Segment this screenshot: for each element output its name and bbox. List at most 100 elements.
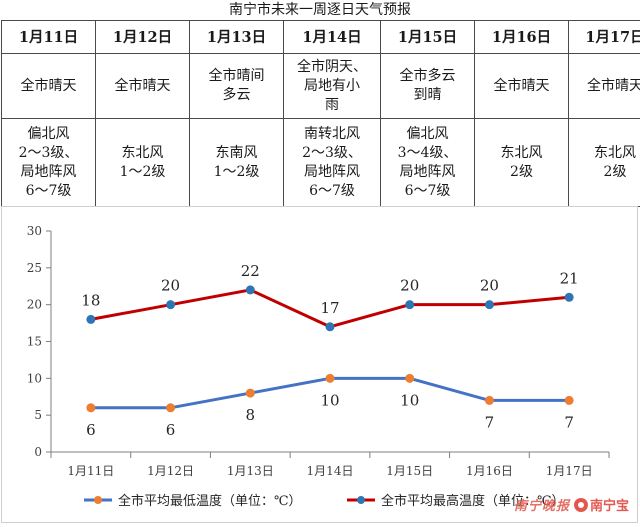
forecast-date-cell: 1月14日 — [283, 20, 381, 54]
low-temp-data-label: 10 — [320, 391, 339, 409]
wind-line: 局地阵风 — [304, 163, 360, 180]
forecast-weather-cell: 全市晴天 — [95, 53, 190, 119]
wind-line: 偏北风 — [27, 125, 70, 142]
low-temp-point — [86, 403, 96, 413]
wind-line: 局地阵风 — [20, 163, 77, 180]
watermark-logo: 南宁宝 — [573, 495, 629, 514]
low-temp-point — [325, 373, 335, 383]
legend-label: 全市平均最低温度（单位：℃） — [118, 493, 302, 509]
low-temp-data-label: 7 — [485, 413, 495, 431]
forecast-date-cell: 1月11日 — [1, 20, 96, 54]
weather-line: 全市阴天、 — [297, 58, 367, 75]
x-tick-label: 1月15日 — [386, 464, 433, 478]
wind-line: 2级 — [603, 163, 627, 180]
wind-line: 3～4级、 — [397, 144, 458, 161]
forecast-weather-cell: 全市晴间 多云 — [189, 53, 284, 119]
weather-line: 雨 — [325, 96, 339, 113]
x-tick-label: 1月11日 — [67, 464, 114, 478]
legend-marker — [94, 496, 102, 504]
high-temp-data-label: 18 — [81, 291, 100, 309]
y-tick-label: 10 — [27, 371, 42, 385]
y-tick-label: 30 — [27, 224, 42, 238]
watermark-script: 南宁晚报 — [513, 499, 570, 514]
high-temp-data-label: 22 — [241, 262, 260, 280]
high-temp-data-label: 20 — [161, 277, 180, 295]
weather-line: 全市多云 — [399, 68, 456, 84]
wind-row: 偏北风 2～3级、局地阵风 6～7级 东北风 1～2级 东南风 1～2级 南转北风 2～3级、局… — [1, 118, 640, 207]
wind-line: 偏北风 — [406, 125, 449, 142]
y-tick-label: 15 — [27, 335, 42, 349]
forecast-date-cell: 1月13日 — [189, 20, 284, 54]
forecast-wind-cell: 偏北风 2～3级、局地阵风 6～7级 — [1, 118, 96, 207]
y-tick-label: 25 — [27, 261, 42, 275]
logo-icon — [573, 497, 588, 512]
date-row: 1月11日 1月12日 1月13日 1月14日 1月15日 1月16日 1月17日 — [1, 20, 640, 54]
forecast-wind-cell: 偏北风 3～4级、局地阵风 6～7级 — [380, 118, 475, 207]
high-temp-data-label: 20 — [400, 277, 419, 295]
wind-line: 6～7级 — [25, 182, 72, 199]
wind-line: 6～7级 — [309, 182, 355, 199]
forecast-date-cell: 1月15日 — [380, 20, 475, 54]
low-temp-point — [564, 395, 574, 405]
high-temp-data-label: 17 — [320, 299, 339, 317]
wind-line: 东北风 — [594, 144, 636, 161]
low-temp-point — [245, 388, 255, 398]
forecast-weather-cell: 全市多云 到晴 — [380, 53, 475, 119]
wind-line: 南转北风 — [304, 125, 360, 142]
high-temp-data-label: 20 — [480, 277, 499, 295]
y-tick-label: 5 — [34, 408, 42, 422]
forecast-date-cell: 1月12日 — [95, 20, 190, 54]
forecast-wind-cell: 南转北风 2～3级、局地阵风 6～7级 — [283, 118, 381, 207]
wind-line: 2～3级、 — [18, 144, 79, 161]
high-temp-point — [325, 322, 335, 332]
weather-line: 到晴 — [413, 87, 442, 103]
high-temp-point — [86, 314, 96, 324]
weather-line: 多云 — [222, 87, 251, 103]
weather-line: 全市晴间 — [208, 68, 265, 84]
x-tick-label: 1月14日 — [307, 464, 354, 478]
wind-line: 1～2级 — [213, 163, 260, 180]
forecast-wind-cell: 东北风 2级 — [568, 118, 640, 207]
forecast-wind-cell: 东南风 1～2级 — [189, 118, 284, 207]
weather-line: 全市晴天 — [20, 77, 77, 94]
high-temp-point — [484, 300, 494, 310]
forecast-weather-cell: 全市阴天、 局地有小雨 — [283, 53, 381, 119]
wind-line: 2级 — [510, 163, 533, 180]
legend-marker — [357, 496, 365, 504]
wind-line: 东北风 — [500, 144, 543, 161]
high-temp-point — [405, 300, 415, 310]
legend-label: 全市平均最高温度（单位：℃） — [381, 493, 565, 509]
temperature-chart: 0 5 10 15 20 25 30 1月11日 1月12日 1月13日 1月14日 1月15日 1月1… — [1, 206, 638, 523]
wind-line: 东北风 — [121, 144, 164, 161]
forecast-weather-cell: 全市晴天 — [1, 53, 96, 119]
wind-line: 东南风 — [215, 144, 258, 161]
forecast-date-cell: 1月17日 — [568, 20, 640, 54]
low-temp-data-label: 8 — [246, 406, 256, 424]
forecast-wind-cell: 东北风 1～2级 — [95, 118, 190, 207]
x-tick-label: 1月12日 — [147, 464, 194, 478]
wind-line: 局地阵风 — [399, 163, 456, 180]
forecast-weather-cell: 全市晴天 — [568, 53, 640, 119]
wind-line: 6～7级 — [404, 182, 451, 199]
wind-line: 1～2级 — [119, 163, 166, 180]
weather-line: 全市晴天 — [587, 77, 640, 94]
forecast-date-cell: 1月16日 — [474, 20, 569, 54]
watermark-logo-text: 南宁宝 — [589, 499, 629, 514]
weather-line: 全市晴天 — [493, 77, 550, 94]
forecast-weather-cell: 全市晴天 — [474, 53, 569, 119]
low-temp-point — [484, 395, 494, 405]
x-tick-label: 1月16日 — [466, 464, 513, 478]
low-temp-data-label: 10 — [400, 391, 419, 409]
high-temp-point — [166, 300, 176, 310]
high-temp-point — [564, 292, 574, 302]
low-temp-data-label: 6 — [166, 421, 176, 439]
wind-line: 2～3级、 — [302, 144, 362, 161]
temperature-chart-svg: 0 5 10 15 20 25 30 1月11日 1月12日 1月13日 1月14日 1月15日 1月1… — [27, 224, 610, 509]
y-tick-label: 0 — [34, 445, 42, 459]
low-temp-data-label: 6 — [86, 421, 96, 439]
y-tick-label: 20 — [27, 298, 42, 312]
low-temp-point — [166, 403, 176, 413]
weather-line: 全市晴天 — [114, 77, 171, 94]
watermark: 南宁晚报 南宁宝 — [514, 495, 629, 514]
